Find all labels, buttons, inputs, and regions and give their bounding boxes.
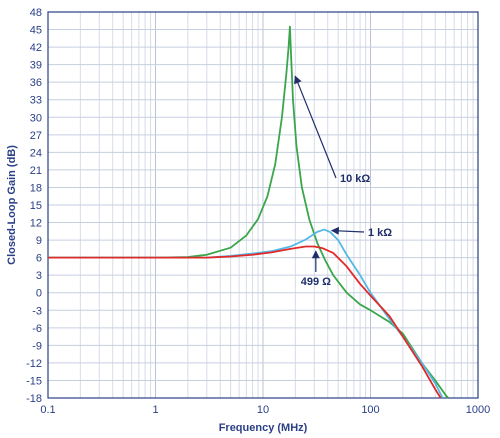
y-tick-label: 42 (30, 42, 42, 54)
annotation-label: 499 Ω (301, 276, 331, 288)
y-tick-label: 9 (36, 235, 42, 247)
y-tick-label: 33 (30, 95, 42, 107)
x-axis-title: Frequency (MHz) (219, 422, 308, 434)
annotations: 10 kΩ 1 kΩ 499 Ω (294, 75, 392, 288)
plot-frame (47, 11, 479, 399)
y-tick-label: 30 (30, 112, 42, 124)
y-tick-label: -9 (32, 340, 42, 352)
annotation-arrow (330, 226, 365, 235)
y-tick-label: 12 (30, 218, 42, 230)
series-line-10-k (48, 25, 450, 399)
y-tick-label: 45 (30, 25, 42, 37)
grid (47, 11, 478, 399)
annotation-label: 1 kΩ (368, 227, 392, 239)
x-tick-label: 1 (152, 404, 158, 416)
y-tick-label: 21 (30, 165, 42, 177)
y-tick-label: 18 (30, 182, 42, 194)
x-tick-label: 10 (257, 404, 269, 416)
y-tick-label: 24 (30, 147, 42, 159)
y-tick-label: 48 (30, 7, 42, 19)
y-tick-label: 15 (30, 200, 42, 212)
y-tick-label: -15 (26, 375, 42, 387)
y-tick-label: 3 (36, 270, 42, 282)
annotation-arrow (294, 75, 337, 179)
y-axis-title: Closed-Loop Gain (dB) (6, 145, 18, 265)
x-tick-label: 0.1 (40, 404, 55, 416)
y-tick-label: -18 (26, 393, 42, 405)
series-layer (48, 25, 450, 399)
y-tick-label: -3 (32, 305, 42, 317)
y-tick-label: -6 (32, 323, 42, 335)
y-tick-label: 36 (30, 77, 42, 89)
y-tick-label: -12 (26, 358, 42, 370)
y-tick-label: 6 (36, 253, 42, 265)
y-tick-label: 27 (30, 130, 42, 142)
x-tick-label: 1000 (466, 404, 490, 416)
axes: -18-15-12-9-6-30369121518212427303336394… (26, 7, 490, 416)
y-tick-label: 0 (36, 288, 42, 300)
annotation-label: 10 kΩ (340, 173, 370, 185)
x-tick-label: 100 (361, 404, 379, 416)
series-line-499 (48, 245, 442, 399)
y-tick-label: 39 (30, 60, 42, 72)
